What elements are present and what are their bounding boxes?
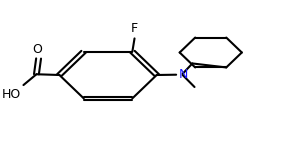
- Text: HO: HO: [2, 88, 21, 101]
- Text: N: N: [179, 68, 188, 81]
- Text: F: F: [131, 22, 138, 35]
- Text: O: O: [32, 43, 42, 56]
